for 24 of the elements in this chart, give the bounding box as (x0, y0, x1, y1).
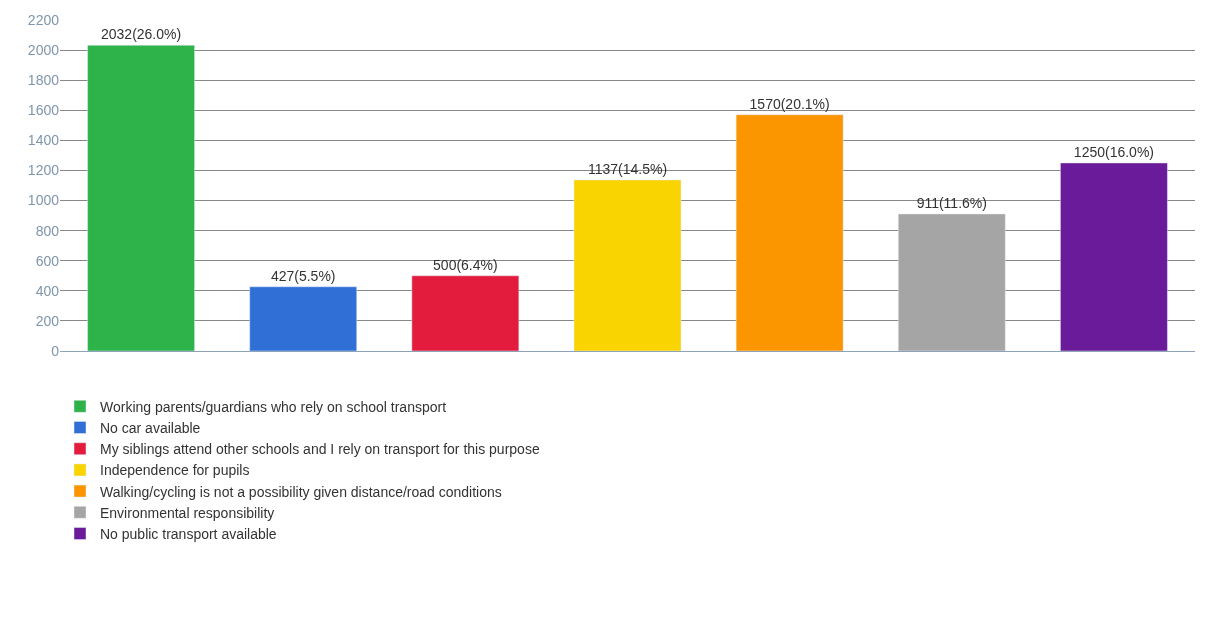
legend-label: Environmental responsibility (100, 504, 275, 521)
legend-label: Independence for pupils (100, 462, 250, 479)
y-tick-label: 2200 (27, 11, 60, 28)
legend-label: My siblings attend other schools and I rely on transport for this purpose (100, 441, 540, 458)
data-label: 1250(16.0%) (1073, 143, 1155, 160)
y-tick-label: 2000 (27, 41, 60, 58)
legend-label: No car available (100, 419, 201, 436)
y-tick-label: 1000 (27, 192, 60, 209)
y-tick-label: 800 (35, 222, 60, 239)
legend-label: No public transport available (100, 525, 277, 542)
legend-label: Working parents/guardians who rely on school transport (100, 398, 447, 415)
legend-label: Walking/cycling is not a possibility given distance/road conditions (100, 483, 502, 500)
data-label: 2032(26.0%) (100, 26, 182, 43)
y-tick-label: 200 (35, 312, 60, 329)
data-label: 1570(20.1%) (749, 95, 830, 112)
y-tick-label: 600 (35, 252, 60, 269)
data-label: 500(6.4%) (433, 256, 498, 273)
y-tick-label: 400 (35, 282, 60, 299)
y-tick-label: 0 (51, 342, 60, 359)
data-label: 427(5.5%) (270, 267, 336, 284)
y-tick-label: 1600 (27, 102, 60, 119)
y-tick-label: 1800 (27, 72, 60, 89)
y-tick-label: 1200 (27, 162, 60, 179)
y-tick-label: 1400 (27, 132, 60, 149)
